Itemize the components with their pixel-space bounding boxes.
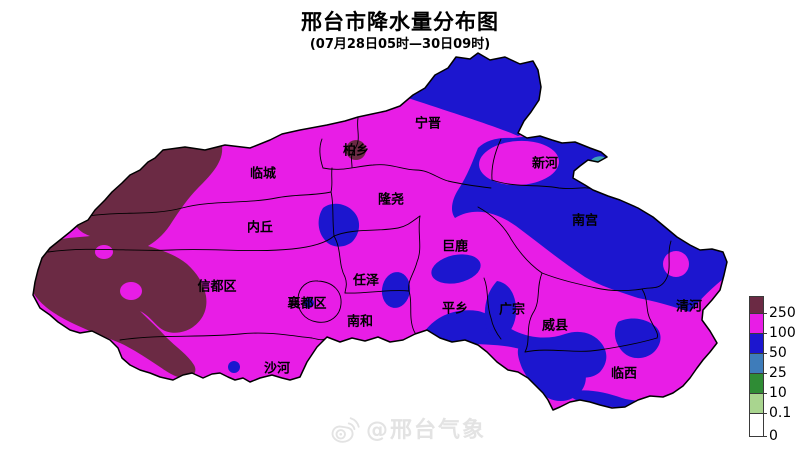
region-label-xindu: 信都区 — [197, 279, 237, 295]
band-50-100-weixian-qinghe-patch — [614, 318, 661, 359]
legend-swatch-0 — [750, 414, 763, 436]
region-label-neiqiu: 内丘 — [246, 220, 274, 236]
legend-label-25: 25 — [769, 365, 787, 381]
legend-label-250: 250 — [769, 305, 796, 321]
legend-tick — [763, 373, 767, 374]
county-boundaries — [47, 117, 672, 353]
legend-tick — [763, 413, 767, 414]
legend-tick — [763, 436, 767, 437]
band-50-100-east-renze-blob — [381, 272, 411, 308]
island-100-250-xinhe — [479, 140, 559, 186]
legend-swatch-10-25 — [750, 374, 763, 394]
legend-swatch-over-250 — [750, 297, 763, 314]
band-50-100-longyao-renze-blob — [318, 203, 360, 247]
legend-label-0-1: 0.1 — [769, 405, 792, 421]
region-label-xinhe: 新河 — [531, 156, 559, 172]
legend-bar — [749, 296, 764, 437]
legend-swatch-50-100 — [750, 334, 763, 354]
legend-label-10: 10 — [769, 385, 787, 401]
watermark-text: @邢台气象 — [366, 418, 487, 443]
region-label-guangzong: 广宗 — [498, 302, 526, 318]
legend-swatch-100-250 — [750, 314, 763, 334]
weibo-icon — [331, 417, 360, 443]
band-50-100-shahe-dot — [228, 361, 240, 373]
legend-tick — [763, 333, 767, 334]
region-label-longyao: 隆尧 — [377, 192, 405, 208]
maroon-hole-2 — [95, 245, 113, 259]
region-label-ningjin: 宁晋 — [414, 116, 442, 132]
region-fill-over-250-baixiang-spot — [346, 140, 366, 160]
region-fill-over-250-west — [33, 142, 223, 378]
page-title: 邢台市降水量分布图 — [301, 10, 499, 34]
legend-swatch-01-10 — [750, 394, 763, 414]
legend-label-100: 100 — [769, 325, 796, 341]
region-label-baixiang: 柏乡 — [342, 143, 370, 159]
legend-colorbar: 250 100 50 25 10 0.1 0 — [749, 296, 799, 443]
region-label-shahe: 沙河 — [263, 361, 291, 377]
island-100-250-qinghe-circle — [663, 251, 689, 277]
band-50-100-julu-blob — [431, 254, 481, 284]
watermark: @邢台气象 — [328, 414, 486, 448]
region-label-linxi: 临西 — [610, 366, 638, 382]
legend-tick — [763, 393, 767, 394]
region-label-julu: 巨鹿 — [441, 239, 469, 255]
legend-label-0: 0 — [769, 428, 778, 444]
band-50-100-xiangdu-dot — [304, 298, 314, 308]
region-label-lincheng: 临城 — [249, 166, 277, 182]
region-label-nangong: 南宫 — [571, 213, 599, 229]
region-label-xiangdu: 襄都区 — [287, 296, 327, 312]
region-label-pingxiang: 平乡 — [441, 301, 469, 317]
city-outline — [32, 52, 728, 411]
legend-label-50: 50 — [769, 345, 787, 361]
region-label-qinghe: 清河 — [675, 299, 703, 315]
legend-tick — [763, 313, 767, 314]
legend-swatch-25-50 — [750, 354, 763, 374]
region-label-weixian: 威县 — [541, 318, 569, 334]
time-range-subtitle: (07月28日05时—30日09时) — [309, 37, 491, 52]
region-label-nanhe: 南和 — [346, 314, 374, 330]
region-label-renze: 任泽 — [352, 273, 380, 289]
maroon-hole-1 — [120, 282, 142, 300]
legend-tick — [763, 353, 767, 354]
